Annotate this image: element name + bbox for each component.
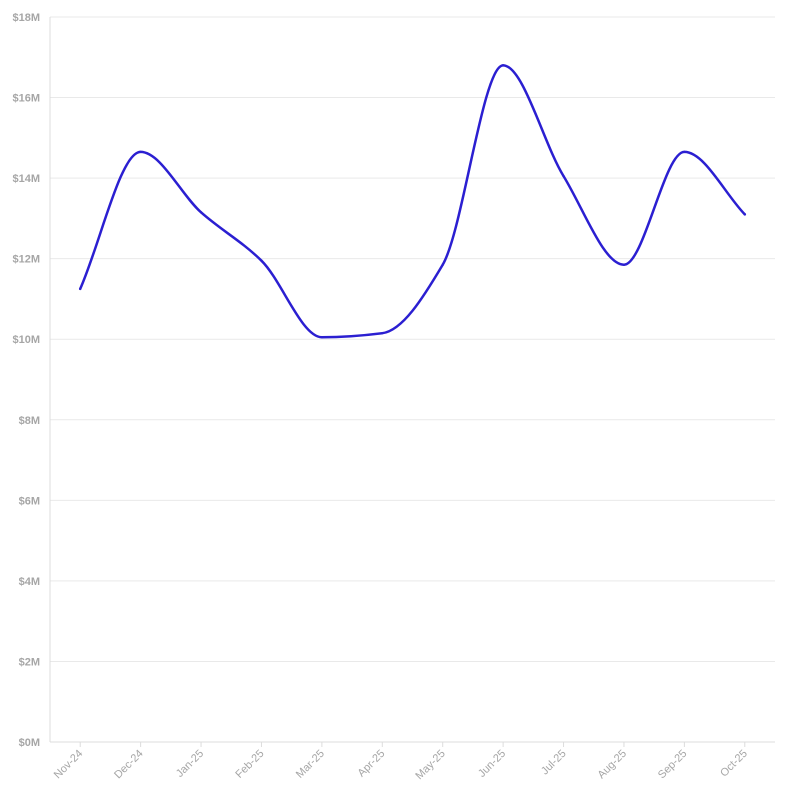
x-tick-label: Jun-25 — [476, 748, 508, 780]
data-point — [199, 211, 203, 214]
y-tick-label: $8M — [19, 415, 40, 427]
series-line — [78, 64, 747, 339]
x-tick-label: Apr-25 — [356, 748, 388, 780]
data-point — [260, 259, 263, 262]
data-point — [381, 331, 384, 335]
y-tick-label: $0M — [19, 737, 40, 749]
data-point — [139, 150, 142, 154]
x-tick-label: Feb-25 — [233, 748, 266, 781]
data-point — [562, 174, 565, 178]
x-tick-label: Jul-25 — [539, 748, 569, 778]
x-tick-label: Nov-24 — [52, 748, 86, 782]
y-tick-label: $10M — [12, 334, 40, 346]
x-tick-label: Oct-25 — [718, 748, 750, 780]
y-tick-label: $4M — [19, 576, 40, 588]
y-tick-label: $18M — [12, 12, 40, 24]
y-tick-label: $6M — [19, 495, 40, 507]
x-tick-label: May-25 — [413, 748, 447, 782]
x-tick-label: Sep-25 — [656, 748, 690, 782]
y-tick-label: $2M — [19, 656, 40, 668]
gridlines — [50, 16, 775, 662]
axes — [49, 17, 775, 743]
data-point — [441, 263, 444, 266]
x-axis-ticks: Nov-24 Dec-24 Jan-25 Feb-25 Mar-25 Apr-25 May-… — [52, 742, 750, 782]
data-point — [622, 263, 626, 266]
data-point — [320, 336, 324, 339]
x-tick-label: Mar-25 — [294, 748, 327, 781]
data-point — [683, 150, 686, 154]
x-tick-label: Aug-25 — [596, 748, 630, 782]
series-layer — [78, 64, 747, 339]
y-tick-label: $14M — [12, 173, 40, 185]
data-point — [501, 64, 505, 67]
x-tick-label: Jan-25 — [174, 748, 206, 780]
y-tick-label: $12M — [12, 254, 40, 266]
data-point — [743, 213, 746, 216]
data-point — [79, 287, 82, 291]
y-axis-ticks: $0M $2M $4M $6M $8M $10M $12M $14M $16M $18M — [12, 12, 40, 749]
x-tick-label: Dec-24 — [112, 748, 146, 782]
y-tick-label: $16M — [12, 93, 40, 105]
